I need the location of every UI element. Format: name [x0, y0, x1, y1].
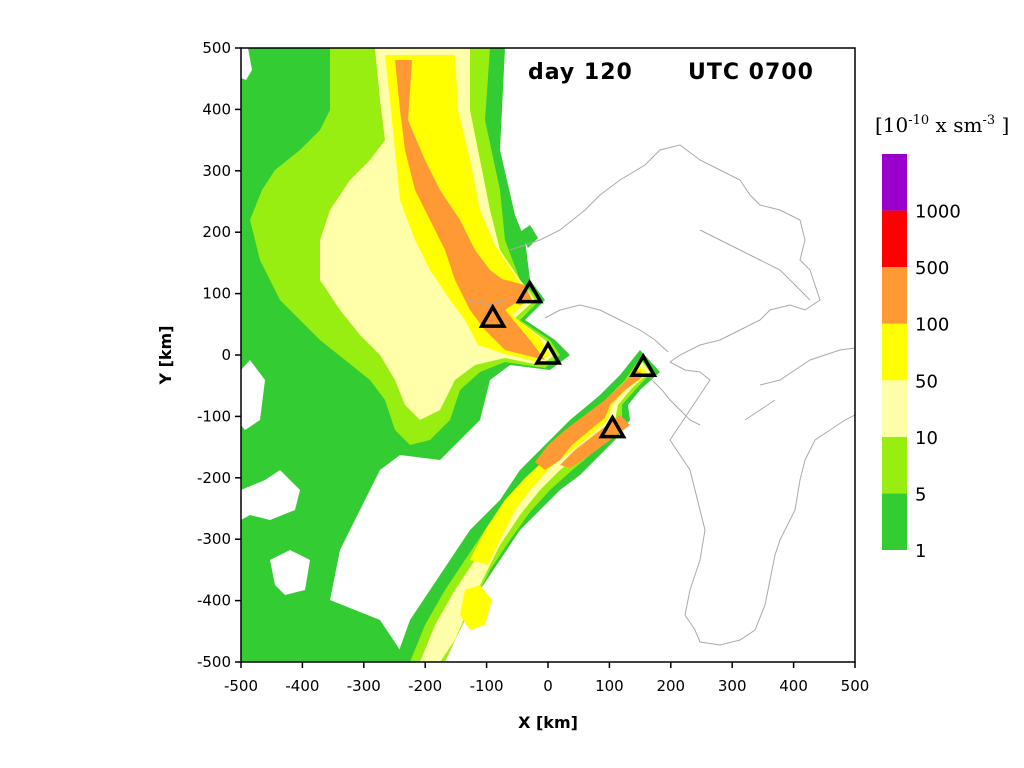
contour-north-level-100-b	[498, 278, 532, 305]
y-tick-label: -500	[197, 653, 231, 671]
y-tick-label: 0	[221, 346, 231, 364]
x-tick-label: -300	[347, 677, 381, 695]
colorbar-level-label: 500	[915, 258, 949, 279]
colorbar-swatch	[882, 493, 907, 550]
x-tick-label: -500	[224, 677, 258, 695]
colorbar-swatch	[882, 210, 907, 268]
contour-gap-west-3	[270, 550, 310, 595]
colorbar-unit: [10-10 x sm-3 ]	[875, 113, 1009, 137]
contour-south-level-100	[535, 370, 645, 470]
colorbar-swatch	[882, 323, 907, 381]
title-day: day 120	[528, 60, 633, 85]
y-tick-label: -200	[197, 469, 231, 487]
source-marker	[478, 303, 507, 328]
colorbar-swatch	[882, 267, 907, 324]
contour-gap-west-1	[241, 470, 300, 520]
source-marker	[629, 352, 658, 378]
y-axis: 500 400 300 200 100 0 -100 -200 -300 -400 -500	[197, 39, 241, 671]
x-tick-label: 500	[841, 677, 870, 695]
x-axis: -500 -400 -300 -200 -100 0 100 200 300 400 500	[224, 662, 869, 695]
coastline	[469, 144, 855, 646]
x-tick-label: 0	[543, 677, 553, 695]
source-marker	[515, 279, 544, 304]
x-tick-label: 300	[718, 677, 747, 695]
x-tick-label: -100	[470, 677, 504, 695]
x-tick-label: 100	[595, 677, 624, 695]
colorbar-level-label: 100	[915, 315, 949, 336]
colorbar-swatch	[882, 380, 907, 437]
contour-gap-west-2	[241, 360, 265, 430]
y-tick-label: 500	[202, 39, 231, 57]
colorbar-level-label: 10	[915, 428, 938, 449]
colorbar-level-label: 1	[915, 541, 926, 562]
source-marker	[598, 414, 627, 439]
x-axis-label: X [km]	[518, 713, 578, 732]
contour-south-level-100-b	[560, 415, 630, 468]
colorbar-swatch	[882, 436, 907, 494]
y-axis-label: Y [km]	[156, 325, 175, 385]
colorbar-swatch	[882, 154, 907, 211]
contour-gap-north-1	[241, 48, 252, 80]
colorbar-level-label: 5	[915, 484, 926, 505]
colorbar: 1 5 10 50 100 500 1000	[882, 154, 961, 562]
source-markers	[478, 279, 658, 439]
y-tick-label: 200	[202, 223, 231, 241]
y-tick-label: 400	[202, 100, 231, 118]
x-tick-label: 200	[656, 677, 685, 695]
plot-area	[241, 48, 855, 662]
y-tick-label: 100	[202, 285, 231, 303]
x-tick-label: 400	[779, 677, 808, 695]
contour-south-level-50-b	[460, 585, 492, 630]
colorbar-level-label: 50	[915, 371, 938, 392]
title-time: UTC 0700	[688, 60, 814, 85]
y-tick-label: 300	[202, 162, 231, 180]
y-tick-label: -100	[197, 407, 231, 425]
colorbar-level-label: 1000	[915, 202, 961, 223]
x-tick-label: -200	[408, 677, 442, 695]
y-tick-label: -400	[197, 592, 231, 610]
source-marker	[533, 340, 563, 365]
y-tick-label: -300	[197, 530, 231, 548]
x-tick-label: -400	[285, 677, 319, 695]
